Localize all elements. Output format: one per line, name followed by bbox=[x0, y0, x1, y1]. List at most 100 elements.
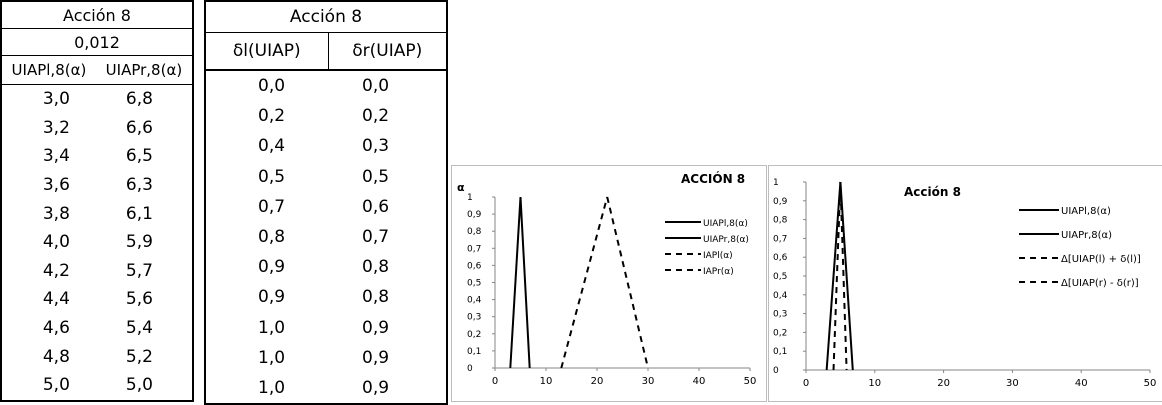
y-tick-label: 0,2 bbox=[467, 330, 481, 340]
table-cell: 0,8 bbox=[258, 227, 286, 248]
y-tick-label: 0,8 bbox=[773, 216, 788, 226]
table-cell: 5,6 bbox=[125, 289, 153, 310]
series-line bbox=[839, 181, 848, 371]
y-tick-label: 0,5 bbox=[773, 272, 787, 282]
table-cell: 0,5 bbox=[258, 166, 286, 187]
table1-col-header: UIAPl,8(α) bbox=[1, 55, 96, 85]
x-tick-label: 20 bbox=[937, 378, 950, 389]
legend-label: UIAPr,8(α) bbox=[703, 235, 749, 245]
table-cell: 0,9 bbox=[362, 347, 390, 368]
table-cell: 0,3 bbox=[362, 136, 390, 157]
table-cell: 3,6 bbox=[42, 175, 70, 196]
results-table-2-body: Acción 8 δl(UIAP) δr(UIAP) 0,0 0,0 0,2 0,2 0… bbox=[205, 1, 447, 404]
table-cell: 0,9 bbox=[258, 257, 286, 278]
x-tick-label: 40 bbox=[693, 376, 706, 387]
table-cell: 0,6 bbox=[362, 196, 390, 217]
x-tick-label: 10 bbox=[868, 378, 881, 389]
y-axis-label: α bbox=[457, 181, 465, 194]
table-row: 0,8 0,7 bbox=[205, 222, 447, 252]
legend-label: Δ[UIAP(r) - δ(r)] bbox=[1061, 278, 1139, 289]
table-row: 3,4 6,5 bbox=[1, 142, 193, 171]
results-table-2: Acción 8 δl(UIAP) δr(UIAP) 0,0 0,0 0,2 0,2 0… bbox=[204, 0, 448, 405]
series-line bbox=[560, 196, 609, 369]
results-table-1: Acción 8 0,012 UIAPl,8(α) UIAPr,8(α) 3,0… bbox=[0, 0, 194, 402]
y-tick-label: 0,6 bbox=[773, 253, 788, 263]
table-cell: 5,4 bbox=[125, 318, 153, 339]
table-row: 0,9 0,8 bbox=[205, 252, 447, 282]
table-cell: 3,0 bbox=[42, 89, 70, 110]
table-row: 4,2 5,7 bbox=[1, 257, 193, 286]
chart-accion-8-left: 0 0,1 0,2 0,3 0,4 0,5 0,6 0,7 0,8 0,9 1 0 10 20 30 40 50… bbox=[451, 165, 767, 402]
table-cell: 1,0 bbox=[258, 347, 286, 368]
x-tick-label: 50 bbox=[1144, 378, 1157, 389]
table-cell: 3,8 bbox=[42, 203, 70, 224]
chart-title: Acción 8 bbox=[904, 185, 961, 199]
y-tick-label: 0,8 bbox=[467, 227, 482, 237]
table-row: 3,6 6,3 bbox=[1, 171, 193, 200]
y-tick-label: 1 bbox=[773, 178, 779, 188]
y-tick-label: 0,9 bbox=[467, 210, 482, 220]
y-tick-label: 0,5 bbox=[467, 279, 481, 289]
legend-label: UIAPl,8(α) bbox=[1061, 206, 1111, 217]
table-row: 4,4 5,6 bbox=[1, 285, 193, 314]
table-cell: 0,0 bbox=[258, 76, 286, 97]
table-cell: 0,2 bbox=[362, 106, 390, 127]
y-tick-label: 0,2 bbox=[773, 328, 787, 338]
table-row: 0,9 0,8 bbox=[205, 282, 447, 312]
y-tick-label: 0,4 bbox=[773, 291, 788, 301]
legend-label: IAPl(α) bbox=[703, 251, 733, 261]
x-tick-label: 20 bbox=[591, 376, 604, 387]
table-cell: 4,8 bbox=[42, 346, 70, 367]
table1-value: 0,012 bbox=[1, 28, 193, 56]
y-tick-label: 0,7 bbox=[773, 234, 787, 244]
table-cell: 5,0 bbox=[42, 375, 70, 396]
table-cell: 0,2 bbox=[258, 106, 286, 127]
y-tick-label: 0,3 bbox=[773, 310, 787, 320]
series-line bbox=[519, 196, 531, 369]
table-row: 4,0 5,9 bbox=[1, 228, 193, 257]
table-cell: 0,0 bbox=[362, 76, 390, 97]
table-cell: 0,9 bbox=[362, 377, 390, 398]
chart-title: ACCIÓN 8 bbox=[681, 171, 745, 186]
table-row: 0,0 0,0 bbox=[205, 70, 447, 101]
table-row: 5,0 5,0 bbox=[1, 371, 193, 401]
x-tick-label: 0 bbox=[803, 378, 809, 389]
x-tick-label: 30 bbox=[642, 376, 655, 387]
y-tick-label: 0,6 bbox=[467, 261, 482, 271]
table2-col-header: δr(UIAP) bbox=[328, 32, 447, 71]
legend-label: UIAPr,8(α) bbox=[1061, 230, 1112, 241]
legend-label: IAPr(α) bbox=[703, 267, 734, 277]
table-row: 0,7 0,6 bbox=[205, 192, 447, 222]
table-row: 1,0 0,9 bbox=[205, 343, 447, 373]
table-cell: 5,7 bbox=[125, 260, 153, 281]
y-tick-label: 0,1 bbox=[773, 347, 787, 357]
table-cell: 4,0 bbox=[42, 232, 70, 253]
y-tick-label: 0,9 bbox=[773, 197, 788, 207]
y-tick-label: 0 bbox=[773, 366, 779, 376]
y-tick-label: 0 bbox=[467, 364, 473, 374]
table2-col-header: δl(UIAP) bbox=[205, 32, 329, 71]
chart-1-svg: 00,10,20,30,40,50,60,70,80,910 10 20 30 40 50… bbox=[457, 171, 756, 387]
table-cell: 5,2 bbox=[125, 346, 153, 367]
table-cell: 0,9 bbox=[258, 287, 286, 308]
x-tick-label: 0 bbox=[492, 376, 498, 387]
series-line bbox=[825, 181, 842, 371]
y-tick-label: 0,7 bbox=[467, 244, 481, 254]
x-tick-label: 30 bbox=[1006, 378, 1019, 389]
y-tick-label: 1 bbox=[467, 193, 473, 203]
table-cell: 1,0 bbox=[258, 377, 286, 398]
table-cell: 0,7 bbox=[258, 196, 286, 217]
table-cell: 0,7 bbox=[362, 227, 390, 248]
table-cell: 6,6 bbox=[125, 117, 153, 138]
legend-label: Δ[UIAP(l) + δ(l)] bbox=[1061, 254, 1141, 265]
table-cell: 4,2 bbox=[42, 260, 70, 281]
results-table-1-body: Acción 8 0,012 UIAPl,8(α) UIAPr,8(α) 3,0… bbox=[1, 1, 193, 401]
table-cell: 0,9 bbox=[362, 317, 390, 338]
table-row: 3,2 6,6 bbox=[1, 114, 193, 143]
table-cell: 1,0 bbox=[258, 317, 286, 338]
table-row: 0,4 0,3 bbox=[205, 131, 447, 161]
table-cell: 5,9 bbox=[125, 232, 153, 253]
table-cell: 0,5 bbox=[362, 166, 390, 187]
table-cell: 5,0 bbox=[125, 375, 153, 396]
table-row: 0,2 0,2 bbox=[205, 101, 447, 131]
